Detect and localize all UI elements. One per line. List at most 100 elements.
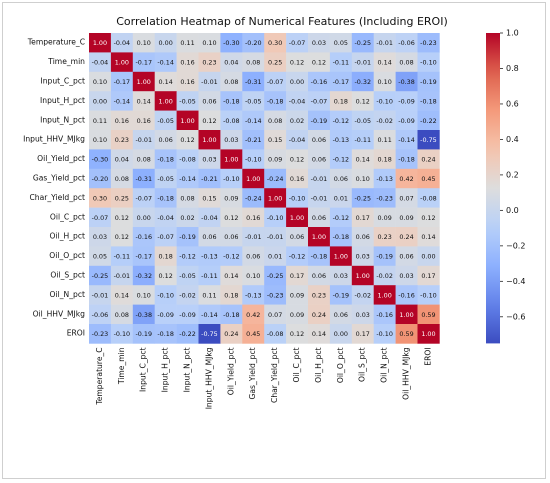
- heatmap-cell: [220, 265, 243, 286]
- heatmap-cell: [176, 110, 199, 131]
- cell-value-label: -0.14: [201, 311, 218, 319]
- y-tick-label: Oil_S_pct: [50, 271, 85, 280]
- cell-value-label: -0.07: [311, 97, 328, 105]
- heatmap-cell: [89, 188, 112, 208]
- x-tick-label: Oil_O_pct: [336, 347, 345, 383]
- heatmap-cell: [308, 71, 331, 92]
- x-tick-label: Char_Yield_pct: [270, 347, 279, 403]
- cell-value-label: 0.14: [378, 59, 392, 67]
- heatmap-cell: [264, 149, 287, 170]
- cell-value-label: -0.20: [92, 175, 109, 183]
- cell-value-label: 0.12: [224, 214, 238, 222]
- heatmap-cell: [329, 71, 353, 92]
- cell-value-label: -0.14: [245, 117, 262, 125]
- heatmap-cell: [176, 52, 199, 73]
- cell-value-label: 0.01: [268, 253, 282, 261]
- cell-value-label: 0.11: [202, 291, 216, 299]
- cell-value-label: 0.09: [290, 291, 304, 299]
- cell-value-label: 0.10: [202, 39, 216, 47]
- heatmap-cell: [242, 324, 265, 344]
- cell-value-label: 0.10: [137, 39, 151, 47]
- cell-value-label: -0.19: [179, 233, 196, 241]
- heatmap-cell: [417, 149, 440, 170]
- heatmap-cell: [395, 265, 418, 286]
- cell-value-label: -0.18: [267, 97, 284, 105]
- cell-value-label: -0.19: [311, 117, 328, 125]
- cell-value-label: 1.00: [268, 194, 282, 202]
- cell-value-label: 0.09: [378, 214, 392, 222]
- colorbar-tick-label: 0.8: [506, 64, 519, 73]
- cell-value-label: 0.10: [246, 272, 260, 280]
- cell-value-label: -0.10: [420, 59, 437, 67]
- cell-value-label: 1.00: [93, 39, 107, 47]
- heatmap-cell: [351, 285, 374, 305]
- heatmap-cell: [176, 188, 199, 208]
- cell-value-label: -0.06: [398, 39, 415, 47]
- cell-value-label: 0.24: [224, 330, 238, 338]
- heatmap-cell: [329, 52, 353, 73]
- heatmap-cell: [198, 130, 221, 150]
- cell-value-label: -0.24: [245, 194, 262, 202]
- cell-value-label: 0.18: [224, 291, 238, 299]
- cell-value-label: 0.12: [356, 97, 370, 105]
- cell-value-label: 0.16: [246, 214, 260, 222]
- cell-value-label: -0.18: [333, 233, 350, 241]
- cell-value-label: -0.04: [92, 59, 109, 67]
- cell-value-label: 0.12: [290, 156, 304, 164]
- heatmap-cell: [417, 52, 440, 73]
- cell-value-label: -0.02: [376, 117, 393, 125]
- heatmap-cell: [395, 149, 418, 170]
- heatmap-cell: [286, 110, 309, 131]
- cell-value-label: -0.10: [223, 175, 240, 183]
- heatmap-cell: [198, 168, 221, 189]
- cell-value-label: 0.17: [356, 214, 370, 222]
- cell-value-label: -0.18: [398, 156, 415, 164]
- heatmap-cell: [329, 130, 353, 150]
- heatmap-cell: [329, 265, 353, 286]
- cell-value-label: 0.24: [312, 311, 326, 319]
- heatmap-cell: [132, 227, 155, 247]
- cell-value-label: 0.06: [334, 311, 348, 319]
- heatmap-cell: [264, 324, 287, 344]
- cell-value-label: 0.10: [356, 175, 370, 183]
- x-tick-label: Input_C_pct: [139, 347, 148, 392]
- cell-value-label: 0.04: [115, 156, 129, 164]
- colorbar: 1.0 0.8 0.6 0.4 0.2 0.0 −0.2 −0.4 −0.6: [486, 29, 525, 344]
- cell-value-label: 0.03: [312, 39, 326, 47]
- cell-value-label: -0.21: [201, 175, 218, 183]
- heatmap-cell: [395, 52, 418, 73]
- cell-value-label: 0.06: [312, 156, 326, 164]
- heatmap-cell: [176, 324, 199, 344]
- heatmap-cell: [351, 52, 374, 73]
- cell-value-label: -0.10: [376, 97, 393, 105]
- heatmap-cell: [264, 52, 287, 73]
- heatmap-cell: [220, 188, 243, 208]
- cell-value-label: -0.08: [179, 156, 196, 164]
- cell-value-label: -0.13: [201, 253, 218, 261]
- y-tick-label: Oil_HHV_MJkg: [33, 309, 86, 318]
- x-tick-label: Oil_N_pct: [380, 347, 389, 382]
- heatmap-cell: [286, 324, 309, 344]
- cell-value-label: 0.08: [115, 175, 129, 183]
- y-tick-label: Temperature_C: [27, 38, 85, 47]
- y-tick-label: Input_H_pct: [40, 96, 85, 105]
- heatmap-cell: [351, 246, 374, 267]
- cell-value-label: -0.14: [157, 59, 174, 67]
- cell-value-label: 0.03: [356, 253, 370, 261]
- heatmap-cell: [154, 285, 177, 305]
- cell-value-label: 0.06: [246, 253, 260, 261]
- heatmap-cell: [286, 188, 309, 208]
- y-tick-label: Oil_N_pct: [50, 290, 85, 299]
- cell-value-label: 0.14: [224, 272, 238, 280]
- colorbar-gradient: [486, 33, 500, 344]
- cell-value-label: -0.30: [92, 156, 109, 164]
- cell-value-label: 0.02: [180, 214, 194, 222]
- heatmap-cell: [242, 265, 265, 286]
- heatmap-cell: [329, 246, 353, 267]
- heatmap-cell: [351, 304, 374, 325]
- x-tick-label: Input_N_pct: [183, 347, 192, 392]
- cell-value-label: 1.00: [399, 311, 413, 319]
- heatmap-cell: [220, 207, 243, 228]
- heatmap-cell: [308, 110, 331, 131]
- heatmap-cell: [286, 71, 309, 92]
